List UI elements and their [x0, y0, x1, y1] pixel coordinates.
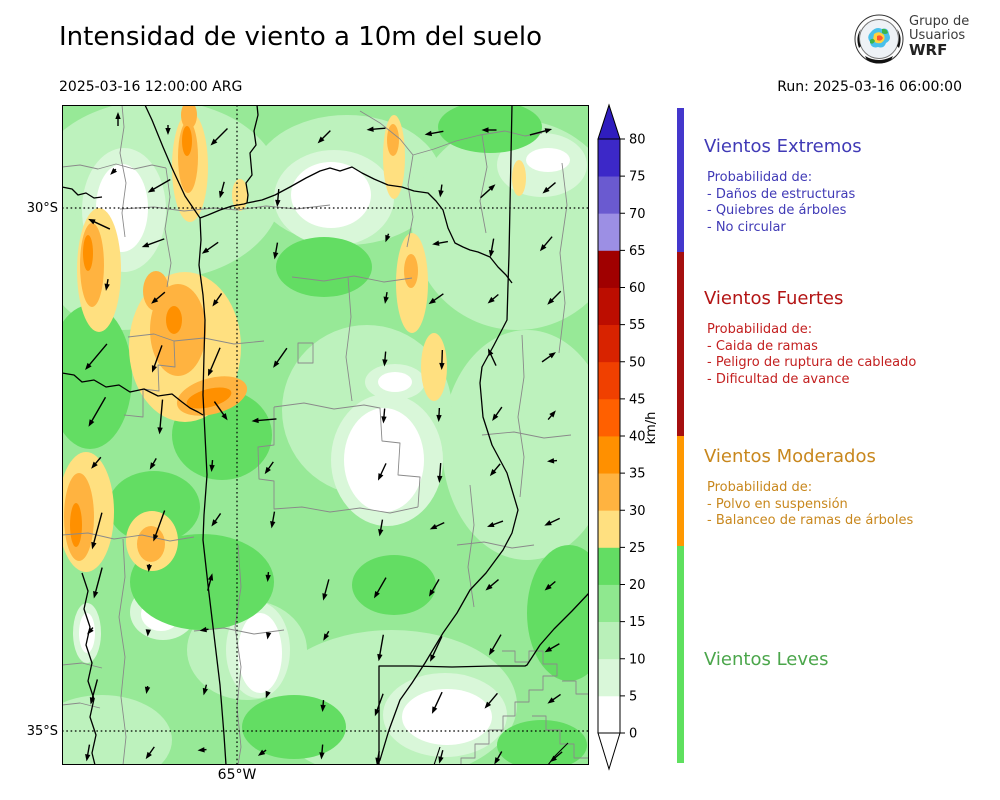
- risk-bar-segment: [677, 546, 684, 763]
- svg-text:45: 45: [629, 392, 646, 407]
- wind-shading-layer: [62, 105, 589, 765]
- svg-text:20: 20: [629, 578, 646, 593]
- svg-text:10: 10: [629, 652, 646, 667]
- svg-text:55: 55: [629, 318, 646, 333]
- logo-line3: WRF: [909, 41, 948, 59]
- department-borders: [62, 105, 589, 765]
- legend-items-fuertes: Probabilidad de: - Caida de ramas - Peligr…: [707, 322, 917, 387]
- colorbar: 0 5 10 15 20 25 30 35 40 45 50 55 60 65 70 75 80: [597, 103, 646, 771]
- svg-text:65: 65: [629, 244, 646, 259]
- legend-section-moderados: Vientos Moderados Probabilidad de: - Polv…: [704, 446, 994, 530]
- legend-title-extremos: Vientos Extremos: [704, 136, 862, 157]
- legend-items-extremos: Probabilidad de: - Daños de estructuras - …: [707, 170, 856, 235]
- svg-text:35: 35: [629, 467, 646, 482]
- svg-text:60: 60: [629, 281, 646, 296]
- gridlines-and-wind-arrows: [62, 105, 589, 765]
- legend-section-extremos: Vientos Extremos Probabilidad de: - Daños…: [704, 136, 994, 236]
- valid-datetime-label: 2025-03-16 12:00:00 ARG: [59, 79, 243, 95]
- risk-bar-segment: [677, 252, 684, 436]
- svg-text:30: 30: [629, 504, 646, 519]
- logo-line2: Usuarios: [909, 28, 966, 43]
- legend-items-moderados: Probabilidad de: - Polvo en suspensión - B…: [707, 480, 914, 528]
- logo-line1: Grupo de: [909, 14, 970, 29]
- svg-text:80: 80: [629, 133, 646, 148]
- svg-text:70: 70: [629, 207, 646, 222]
- risk-bar-segment: [677, 436, 684, 546]
- risk-bar: [677, 108, 684, 763]
- svg-text:75: 75: [629, 170, 646, 185]
- svg-text:15: 15: [629, 615, 646, 630]
- svg-text:0: 0: [629, 727, 637, 742]
- colorbar-units-label: km/h: [644, 411, 659, 445]
- risk-bar-segment: [677, 108, 684, 252]
- y-axis-label-30S: 30°S: [26, 201, 58, 216]
- wind-intensity-map: [62, 105, 589, 765]
- map-frame: [62, 105, 589, 765]
- legend-title-fuertes: Vientos Fuertes: [704, 288, 844, 309]
- wrf-users-group-logo-text: Grupo de Usuarios WRF: [909, 14, 970, 59]
- model-run-label: Run: 2025-03-16 06:00:00: [777, 79, 962, 95]
- svg-text:5: 5: [629, 689, 637, 704]
- legend-section-fuertes: Vientos Fuertes Probabilidad de: - Caida …: [704, 288, 994, 388]
- page-title: Intensidad de viento a 10m del suelo: [59, 22, 543, 52]
- legend-title-moderados: Vientos Moderados: [704, 446, 876, 467]
- svg-text:50: 50: [629, 355, 646, 370]
- svg-text:25: 25: [629, 541, 646, 556]
- svg-text:40: 40: [629, 430, 646, 445]
- legend-section-leves: Vientos Leves: [704, 649, 994, 670]
- x-axis-label-65W: 65°W: [217, 767, 257, 783]
- y-axis-label-35S: 35°S: [26, 724, 58, 739]
- legend-title-leves: Vientos Leves: [704, 649, 829, 670]
- wrf-users-group-logo-icon: [854, 14, 904, 64]
